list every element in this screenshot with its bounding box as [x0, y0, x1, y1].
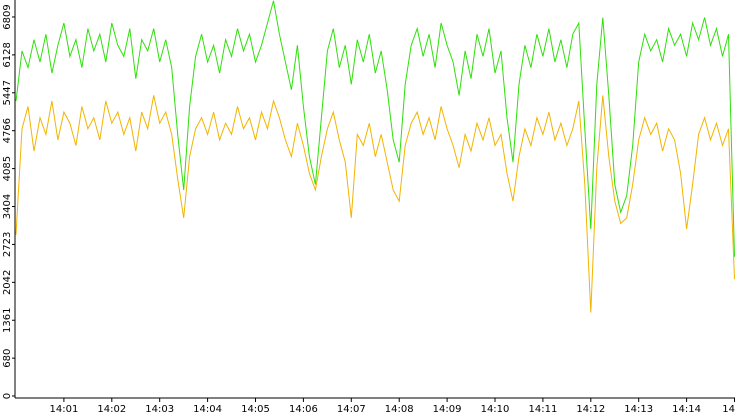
y-tick-label: 5447 [2, 80, 13, 105]
y-tick-label: 6809 [2, 4, 13, 29]
y-tick-label: 1361 [2, 308, 13, 333]
y-tick-label: 2042 [2, 270, 13, 295]
x-tick-label: 14:01 [49, 404, 78, 415]
x-tick-label: 14:08 [385, 404, 414, 415]
x-tick-label: 14:06 [289, 404, 318, 415]
y-tick-label: 6128 [2, 42, 13, 67]
x-tick-label: 14:07 [337, 404, 366, 415]
y-tick-label: 4766 [2, 118, 13, 143]
x-tick-label: 14:02 [97, 404, 126, 415]
y-tick-label: 2723 [2, 232, 13, 257]
x-tick-label: 14:14 [672, 404, 701, 415]
y-tick-label: 680 [2, 349, 13, 368]
y-tick-label: 0 [2, 393, 13, 399]
x-tick-label: 14:11 [528, 404, 557, 415]
x-tick-label: 14:05 [241, 404, 270, 415]
x-tick-label: 14:12 [576, 404, 605, 415]
series-line [15, 95, 735, 313]
y-tick-label: 4085 [2, 156, 13, 181]
series-line [15, 0, 735, 257]
x-tick-label: 14:03 [145, 404, 174, 415]
x-tick-label: 14:10 [481, 404, 510, 415]
x-tick-label: 14:09 [433, 404, 462, 415]
y-tick-label: 3404 [2, 194, 13, 219]
x-tick-label: 14:13 [624, 404, 653, 415]
x-tick-label: 14:04 [193, 404, 222, 415]
x-tick-label: 14 [722, 404, 735, 415]
